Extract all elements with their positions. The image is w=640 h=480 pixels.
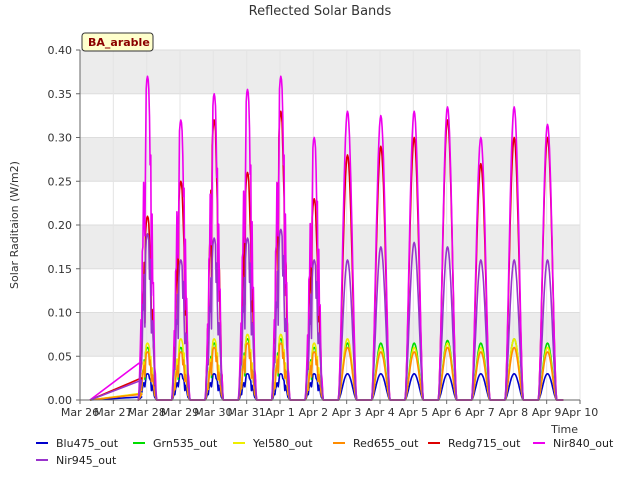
x-tick-label: Apr 7	[465, 406, 495, 419]
grid-band	[80, 225, 580, 269]
legend-label: Grn535_out	[153, 437, 218, 450]
chart-title: Reflected Solar Bands	[249, 4, 392, 19]
x-axis-label: Time	[550, 423, 578, 436]
y-tick-label: 0.05	[48, 350, 73, 363]
legend-label: Blu475_out	[56, 437, 119, 450]
x-tick-label: Apr 10	[562, 406, 599, 419]
y-tick-label: 0.35	[48, 88, 73, 101]
x-tick-label: Apr 2	[299, 406, 329, 419]
legend-label: Nir840_out	[553, 437, 614, 450]
y-tick-label: 0.40	[48, 44, 73, 57]
y-tick-label: 0.30	[48, 132, 73, 145]
x-tick-label: Apr 4	[365, 406, 395, 419]
y-tick-label: 0.25	[48, 175, 73, 188]
legend-label: Red655_out	[353, 437, 419, 450]
grid-band	[80, 312, 580, 357]
x-tick-label: Apr 3	[332, 406, 362, 419]
x-tick-label: Apr 1	[265, 406, 295, 419]
y-tick-label: 0.20	[48, 219, 73, 232]
series-line-Red655_out	[89, 342, 564, 401]
x-tick-label: Mar 28	[128, 406, 166, 419]
x-tick-label: Apr 6	[432, 406, 462, 419]
legend-label: Yel580_out	[252, 437, 313, 450]
series-line-Nir945_out	[89, 228, 564, 401]
grid-band	[80, 137, 580, 182]
series-line-Nir840_out	[89, 75, 564, 401]
x-tick-label: Mar 27	[94, 406, 132, 419]
legend-label: Nir945_out	[56, 454, 117, 467]
x-tick-label: Apr 9	[532, 406, 562, 419]
x-tick-label: Mar 29	[161, 406, 199, 419]
y-axis-label: Solar Raditaion (W/m2)	[8, 161, 21, 289]
y-tick-label: 0.15	[48, 263, 73, 276]
site-label: BA_arable	[88, 36, 150, 49]
site-label-box	[81, 32, 154, 52]
x-tick-label: Apr 5	[399, 406, 429, 419]
x-tick-label: Mar 31	[228, 406, 266, 419]
x-tick-label: Mar 30	[194, 406, 232, 419]
legend-label: Redg715_out	[448, 437, 521, 450]
grid-band	[80, 50, 580, 94]
x-tick-label: Apr 8	[499, 406, 529, 419]
y-tick-label: 0.00	[48, 394, 73, 407]
y-tick-label: 0.10	[48, 307, 73, 320]
x-tick-label: Mar 26	[61, 406, 99, 419]
